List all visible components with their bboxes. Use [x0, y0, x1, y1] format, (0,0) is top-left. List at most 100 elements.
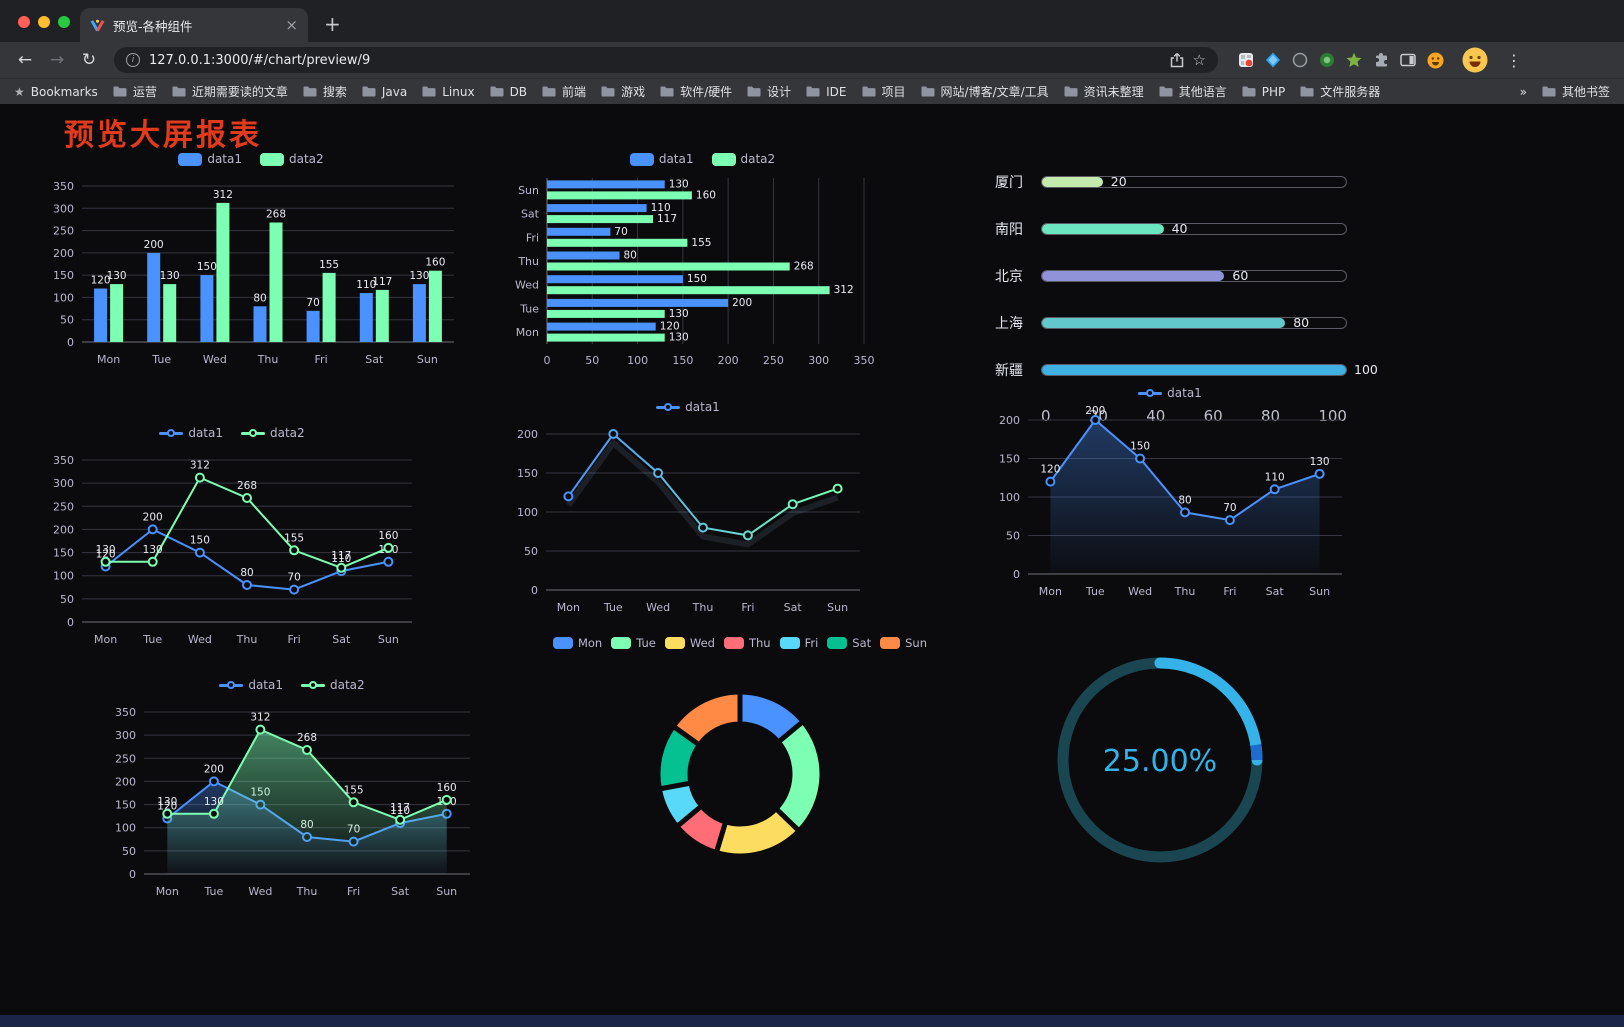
data-point-data1-Tue[interactable] — [1090, 415, 1101, 425]
data-point-data1-Sat[interactable] — [1269, 484, 1280, 495]
data-point-data1-Wed[interactable] — [1135, 453, 1146, 464]
data-point-data1-Fri[interactable] — [1224, 515, 1235, 526]
bar-data1-Sat[interactable] — [547, 204, 647, 213]
bar-data2-Mon[interactable] — [547, 333, 665, 342]
legend-item-Fri[interactable]: Fri — [779, 636, 818, 650]
data-point-data2-Tue[interactable] — [147, 556, 158, 567]
data-point-data1-Tue[interactable] — [208, 776, 219, 787]
bar-data2-Wed[interactable] — [216, 202, 230, 342]
data-point-data2-Wed[interactable] — [194, 472, 205, 483]
pie-slice-Wed[interactable] — [713, 806, 802, 859]
data-point-data1-Thu[interactable] — [242, 580, 252, 590]
bookmark-item[interactable]: 搜索 — [303, 83, 347, 100]
bar-data1-Wed[interactable] — [547, 275, 683, 284]
legend-item-Tue[interactable]: Tue — [611, 636, 656, 650]
gauge-arc[interactable] — [1250, 743, 1263, 761]
legend-item-data1[interactable]: data1 — [656, 400, 720, 414]
progress-track[interactable]: 20 — [1041, 175, 1347, 189]
new-tab-button[interactable]: + — [324, 12, 341, 36]
data-point-data1-Sun[interactable] — [832, 483, 843, 494]
bookmark-item[interactable]: DB — [490, 85, 527, 99]
screenshot-extension-icon[interactable] — [1238, 52, 1254, 68]
legend-item-data1[interactable]: data1 — [629, 152, 694, 166]
bar-data2-Thu[interactable] — [269, 222, 283, 343]
data-point-data2-Sun[interactable] — [383, 542, 394, 553]
data-point-data1-Wed[interactable] — [194, 547, 205, 558]
bar-data1-Mon[interactable] — [94, 288, 108, 343]
bookmark-item[interactable]: PHP — [1242, 85, 1285, 99]
data-point-data1-Tue[interactable] — [608, 429, 619, 439]
data-point-data1-Thu[interactable] — [698, 522, 708, 533]
pie-slice-Sun[interactable] — [670, 689, 743, 748]
bookmark-item[interactable]: 软件/硬件 — [660, 83, 732, 100]
bar-data1-Fri[interactable] — [306, 310, 320, 342]
data-point-data1-Thu[interactable] — [1180, 507, 1190, 518]
data-point-data2-Tue[interactable] — [208, 808, 219, 819]
window-zoom-button[interactable] — [58, 16, 70, 28]
legend-item-Thu[interactable]: Thu — [723, 636, 771, 650]
legend-item-data2[interactable]: data2 — [241, 426, 305, 440]
ring-extension-icon[interactable] — [1292, 52, 1308, 68]
legend-item-Sun[interactable]: Sun — [880, 636, 927, 650]
bar-data2-Sun[interactable] — [547, 191, 692, 200]
bar-data1-Sun[interactable] — [412, 284, 426, 342]
progress-track[interactable]: 60 — [1041, 269, 1347, 283]
legend-item-Wed[interactable]: Wed — [664, 636, 715, 650]
data-point-data1-Sun[interactable] — [1314, 468, 1325, 479]
bar-data1-Wed[interactable] — [200, 275, 214, 342]
legend-item-data1[interactable]: data1 — [219, 678, 283, 692]
bookmark-item[interactable]: 近期需要读的文章 — [172, 83, 288, 100]
bar-data2-Fri[interactable] — [547, 238, 688, 247]
gauge-arc[interactable] — [1154, 657, 1263, 766]
bookmark-item[interactable]: 前端 — [542, 83, 586, 100]
extensions-puzzle-icon[interactable] — [1373, 52, 1389, 68]
bookmark-item[interactable]: 网站/博客/文章/工具 — [921, 83, 1049, 100]
data-point-data2-Thu[interactable] — [242, 493, 252, 503]
data-point-data1-Mon[interactable] — [563, 491, 574, 502]
kite-extension-icon[interactable] — [1265, 52, 1281, 68]
bookmark-star-icon[interactable]: ☆ — [1192, 51, 1206, 69]
bookmark-item[interactable]: 设计 — [747, 83, 791, 100]
forward-button[interactable]: → — [49, 49, 65, 70]
data-point-data1-Wed[interactable] — [653, 468, 664, 478]
bar-data1-Tue[interactable] — [547, 298, 729, 307]
bookmark-item[interactable]: IDE — [806, 85, 847, 99]
data-point-data1-Fri[interactable] — [289, 584, 300, 595]
green-star-extension-icon[interactable] — [1346, 52, 1362, 68]
legend-item-data2[interactable]: data2 — [260, 152, 324, 166]
legend-item-data1[interactable]: data1 — [1138, 386, 1202, 400]
bar-data2-Sat[interactable] — [375, 289, 389, 342]
progress-track[interactable]: 100 — [1041, 363, 1378, 377]
progress-track[interactable]: 40 — [1041, 222, 1347, 236]
green-circle-extension-icon[interactable] — [1319, 52, 1335, 68]
data-point-data2-Sun[interactable] — [441, 794, 452, 805]
bar-data2-Fri[interactable] — [322, 272, 336, 342]
tab-close-icon[interactable]: × — [285, 15, 298, 34]
profile-avatar[interactable] — [1462, 47, 1488, 73]
bookmark-item[interactable]: 文件服务器 — [1300, 83, 1380, 100]
bar-data2-Sun[interactable] — [428, 270, 442, 342]
legend-item-data1[interactable]: data1 — [178, 152, 242, 166]
bar-data1-Mon[interactable] — [547, 322, 656, 331]
data-point-data1-Sat[interactable] — [787, 499, 798, 510]
reload-button[interactable]: ↻ — [81, 49, 97, 70]
data-point-data2-Sat[interactable] — [395, 814, 406, 825]
site-info-icon[interactable]: i — [126, 53, 140, 67]
data-point-data1-Sun[interactable] — [383, 556, 394, 567]
progress-track[interactable]: 80 — [1041, 316, 1347, 330]
data-point-data2-Sat[interactable] — [336, 562, 347, 573]
bookmark-item[interactable]: Linux — [422, 85, 475, 99]
browser-tab[interactable]: 预览-各种组件 × — [80, 8, 308, 42]
legend-item-data2[interactable]: data2 — [301, 678, 365, 692]
bar-data1-Thu[interactable] — [253, 306, 267, 342]
bar-data2-Wed[interactable] — [547, 286, 830, 295]
bar-data1-Sat[interactable] — [359, 293, 373, 342]
bookmark-item[interactable]: Java — [362, 85, 407, 99]
bar-data1-Fri[interactable] — [547, 227, 611, 236]
bar-data2-Tue[interactable] — [163, 284, 177, 342]
data-point-data1-Mon[interactable] — [1045, 476, 1056, 487]
bar-data2-Thu[interactable] — [547, 262, 790, 271]
data-point-data2-Fri[interactable] — [289, 545, 300, 556]
address-bar[interactable]: i 127.0.0.1:3000/#/chart/preview/9 ☆ — [114, 47, 1218, 73]
window-minimize-button[interactable] — [38, 16, 50, 28]
